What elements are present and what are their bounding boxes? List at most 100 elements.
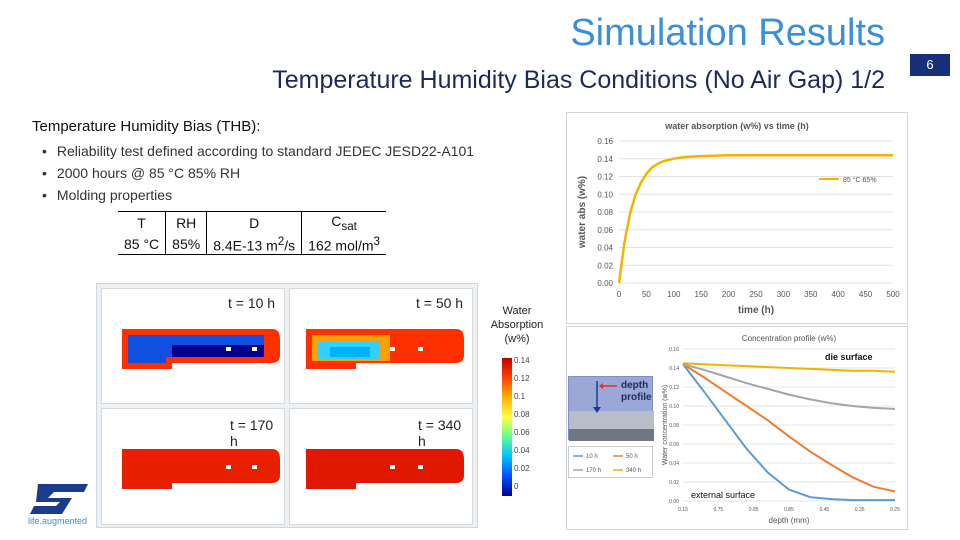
chart1-y-tick: 0.16: [597, 137, 613, 146]
legend-340h: 340 h: [626, 468, 641, 474]
chart1-x-tick: 50: [642, 290, 651, 299]
concentration-chart-panel: Concentration profile (w%) 0.00 0.02 0.04 0.…: [566, 326, 908, 530]
chart1-y-tick: 0.06: [597, 226, 613, 235]
header-rh: RH: [165, 210, 207, 234]
chart1-x-tick: 400: [832, 290, 846, 299]
header-d: D: [206, 210, 302, 234]
header-c-sub: sat: [341, 219, 357, 233]
params-value-row: 85 °C 85% 8.4E-13 m2/s 162 mol/m3: [118, 233, 387, 256]
slide-title: Simulation Results: [570, 12, 885, 54]
chart2-series-line: [682, 363, 895, 502]
value-d-sup: 2: [277, 234, 285, 248]
chart1-ylabel: water abs (w%): [577, 176, 588, 249]
chart2-y-tick: 0.16: [669, 347, 679, 353]
map-50h-plot: [306, 329, 464, 369]
map-10h-label: t = 10 h: [228, 295, 276, 311]
value-d-main: 8.4E-13 m: [213, 237, 278, 254]
chart1-y-tick: 0.10: [597, 190, 613, 199]
depth-arrow-icon: [569, 381, 654, 441]
logo-tagline: life.augmented: [28, 516, 88, 526]
bullet-hours: 2000 hours @ 85 °C 85% RH: [57, 162, 474, 184]
chart1-x-tick: 0: [617, 290, 622, 299]
cbar-tick: 0.08: [514, 410, 530, 419]
thb-heading: Temperature Humidity Bias (THB):: [32, 118, 261, 135]
header-c: C: [331, 213, 342, 229]
map-170h: t = 170 h: [101, 408, 285, 525]
chart1-y-tick: 0.04: [597, 244, 613, 253]
depth-profile-label: depth profile: [621, 380, 652, 403]
chart1-x-tick: 200: [722, 290, 736, 299]
value-rh: 85%: [165, 233, 207, 256]
chart1-y-tick: 0.14: [597, 155, 613, 164]
header-t: T: [118, 210, 166, 234]
st-logo-mark: [30, 484, 88, 514]
chart2-series-line: [682, 363, 896, 410]
value-csat: 162 mol/m3: [301, 233, 387, 256]
header-csat: Csat: [301, 210, 387, 234]
simulation-maps-panel: t = 10 h t = 50 h t = 170 h t = 340 h: [96, 283, 478, 528]
legend-10h: 10 h: [586, 454, 598, 460]
map-10h-plot: [122, 329, 280, 369]
colorbar: [502, 358, 512, 496]
cbar-tick: 0.06: [514, 428, 530, 437]
chart1-x-tick: 450: [859, 290, 873, 299]
legend-50h: 50 h: [626, 454, 638, 460]
chart2-x-tick: 0.85: [784, 507, 794, 513]
cbar-tick: 0.1: [514, 392, 526, 401]
chart2-x-tick: 0.35: [855, 507, 865, 513]
map-10h: t = 10 h: [101, 288, 285, 404]
chart1-x-tick: 250: [749, 290, 763, 299]
absorption-chart-panel: water absorption (w%) vs time (h) 0.00 0.0…: [566, 112, 908, 324]
chart1-y-tick: 0.08: [597, 208, 613, 217]
chart2-xlabel: depth (mm): [769, 516, 810, 525]
depth-profile-inset: [568, 376, 654, 441]
thb-bullet-list: Reliability test defined according to st…: [57, 140, 474, 206]
chart1-title: water absorption (w%) vs time (h): [664, 121, 809, 131]
chart1-y-tick: 0.12: [597, 173, 613, 182]
chart2-y-tick: 0.14: [669, 366, 679, 372]
chart2-y-tick: 0.10: [669, 404, 679, 410]
chart2-y-tick: 0.08: [669, 423, 679, 429]
chart2-y-tick: 0.00: [669, 499, 679, 505]
colorbar-ticks: 0.14 0.12 0.1 0.08 0.06 0.04 0.02 0: [514, 352, 530, 496]
chart1-x-tick: 100: [667, 290, 681, 299]
chart2-annotation-external-surface: external surface: [691, 490, 755, 500]
bullet-jedec: Reliability test defined according to st…: [57, 140, 474, 162]
value-csat-sup: 3: [373, 234, 381, 248]
chart2-title: Concentration profile (w%): [742, 334, 837, 343]
slide-subtitle: Temperature Humidity Bias Conditions (No…: [272, 66, 885, 94]
chart2-x-tick: 0.15: [678, 507, 688, 513]
absorption-chart: water absorption (w%) vs time (h) 0.00 0.0…: [577, 121, 900, 316]
value-csat-main: 162 mol/m: [308, 237, 374, 254]
chart2-y-tick: 0.12: [669, 385, 679, 391]
cbar-tick: 0.02: [514, 464, 530, 473]
cbar-tick: 0: [514, 482, 519, 491]
concentration-legend-swatches: 10 h 50 h 170 h 340 h: [573, 454, 641, 474]
molding-params-table: T RH D Csat 85 °C 85% 8.4E-13 m2/s 162 m…: [118, 210, 387, 256]
st-logo-icon: [28, 482, 90, 521]
concentration-legend: 10 h 50 h 170 h 340 h: [568, 446, 653, 478]
chart2-ylabel: Water concentration (w%): [662, 385, 669, 465]
chart1-y-tick: 0.02: [597, 261, 613, 270]
cbar-tick: 0.12: [514, 374, 530, 383]
value-d: 8.4E-13 m2/s: [206, 233, 302, 256]
map-340h-label: t = 340 h: [418, 417, 462, 449]
legend-170h: 170 h: [586, 468, 601, 474]
chart2-y-tick: 0.02: [669, 480, 679, 486]
value-t: 85 °C: [118, 233, 166, 256]
chart1-series-line: [617, 153, 893, 284]
concentration-chart: Concentration profile (w%) 0.00 0.02 0.04 0.…: [662, 334, 900, 525]
value-d-tail: /s: [284, 237, 296, 254]
map-170h-plot: [122, 449, 280, 489]
map-340h: t = 340 h: [289, 408, 473, 525]
chart1-x-tick: 300: [777, 290, 791, 299]
chart2-annotation-die-surface: die surface: [825, 352, 873, 362]
chart2-y-tick: 0.04: [669, 461, 679, 467]
chart1-xlabel: time (h): [738, 305, 774, 316]
map-50h-label: t = 50 h: [416, 295, 464, 311]
cbar-tick: 0.14: [514, 356, 530, 365]
map-170h-label: t = 170 h: [230, 417, 274, 449]
chart2-x-tick: 0.25: [890, 507, 900, 513]
chart2-y-tick: 0.06: [669, 442, 679, 448]
chart2-series-line: [682, 362, 896, 373]
